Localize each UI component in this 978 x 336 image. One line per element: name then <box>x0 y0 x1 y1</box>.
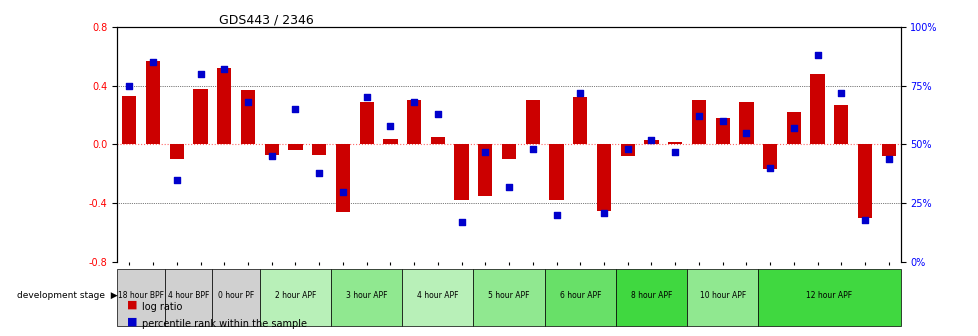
Bar <box>786 112 800 144</box>
Point <box>880 156 896 161</box>
Text: percentile rank within the sample: percentile rank within the sample <box>142 319 307 329</box>
Text: development stage  ▶: development stage ▶ <box>17 291 117 300</box>
Point <box>857 217 872 222</box>
Point <box>193 71 208 77</box>
FancyBboxPatch shape <box>758 269 900 326</box>
Bar <box>122 96 136 144</box>
Point <box>311 170 327 175</box>
Point <box>240 99 255 105</box>
Point <box>690 114 706 119</box>
FancyBboxPatch shape <box>259 269 331 326</box>
Text: 6 hour APF: 6 hour APF <box>559 291 600 300</box>
Text: 2 hour APF: 2 hour APF <box>275 291 316 300</box>
Bar <box>312 144 326 155</box>
Text: 4 hour BPF: 4 hour BPF <box>168 291 209 300</box>
Bar <box>857 144 871 218</box>
Text: 0 hour PF: 0 hour PF <box>218 291 254 300</box>
Point <box>667 149 683 154</box>
Text: 10 hour APF: 10 hour APF <box>699 291 745 300</box>
Text: 8 hour APF: 8 hour APF <box>630 291 672 300</box>
Bar <box>738 102 753 144</box>
Bar <box>691 100 705 144</box>
Point <box>548 212 563 218</box>
Point <box>382 123 398 128</box>
Text: 18 hour BPF: 18 hour BPF <box>118 291 164 300</box>
Bar <box>430 137 445 144</box>
Bar <box>264 144 279 155</box>
FancyBboxPatch shape <box>615 269 687 326</box>
Bar <box>407 100 421 144</box>
FancyBboxPatch shape <box>687 269 758 326</box>
Point <box>264 154 280 159</box>
FancyBboxPatch shape <box>544 269 615 326</box>
Bar <box>667 141 682 144</box>
Bar <box>881 144 895 156</box>
Point <box>714 118 730 124</box>
Point <box>643 137 658 142</box>
Point <box>145 59 160 65</box>
FancyBboxPatch shape <box>212 269 259 326</box>
FancyBboxPatch shape <box>164 269 212 326</box>
Text: ■: ■ <box>127 299 138 309</box>
Point <box>121 83 137 88</box>
Bar <box>549 144 563 200</box>
Text: 3 hour APF: 3 hour APF <box>345 291 387 300</box>
Bar <box>525 100 540 144</box>
Text: 12 hour APF: 12 hour APF <box>806 291 852 300</box>
FancyBboxPatch shape <box>473 269 544 326</box>
Bar <box>597 144 610 211</box>
Bar <box>572 97 587 144</box>
Point <box>477 149 493 154</box>
Bar <box>762 144 777 169</box>
Bar <box>715 118 729 144</box>
Bar <box>644 140 658 144</box>
Bar <box>454 144 468 200</box>
Point <box>596 210 611 215</box>
FancyBboxPatch shape <box>331 269 402 326</box>
Bar <box>217 68 231 144</box>
Bar <box>477 144 492 196</box>
Bar <box>194 89 207 144</box>
Bar <box>241 90 255 144</box>
Point <box>762 165 778 171</box>
Point <box>832 90 848 95</box>
Bar <box>383 139 397 144</box>
Bar <box>833 105 848 144</box>
Bar <box>810 74 823 144</box>
Bar <box>146 61 160 144</box>
Point <box>359 95 375 100</box>
Bar <box>359 102 374 144</box>
Point <box>809 52 824 58</box>
Bar <box>502 144 515 159</box>
Point <box>572 90 588 95</box>
Point <box>524 146 540 152</box>
Point <box>785 125 801 131</box>
Point <box>429 111 445 117</box>
Text: GDS443 / 2346: GDS443 / 2346 <box>219 14 314 27</box>
Point <box>619 146 635 152</box>
Point <box>737 130 753 135</box>
Bar <box>289 144 302 151</box>
Point <box>216 67 232 72</box>
Text: log ratio: log ratio <box>142 302 182 312</box>
Point <box>334 189 350 194</box>
Text: ■: ■ <box>127 316 138 326</box>
Point <box>501 184 516 190</box>
Point <box>288 107 303 112</box>
Bar <box>335 144 350 212</box>
Point <box>454 219 469 225</box>
Bar <box>169 144 184 159</box>
FancyBboxPatch shape <box>117 269 164 326</box>
Text: 4 hour APF: 4 hour APF <box>417 291 458 300</box>
Point <box>406 99 422 105</box>
Text: 5 hour APF: 5 hour APF <box>488 291 529 300</box>
Bar <box>620 144 634 156</box>
FancyBboxPatch shape <box>402 269 473 326</box>
Point <box>169 177 185 182</box>
